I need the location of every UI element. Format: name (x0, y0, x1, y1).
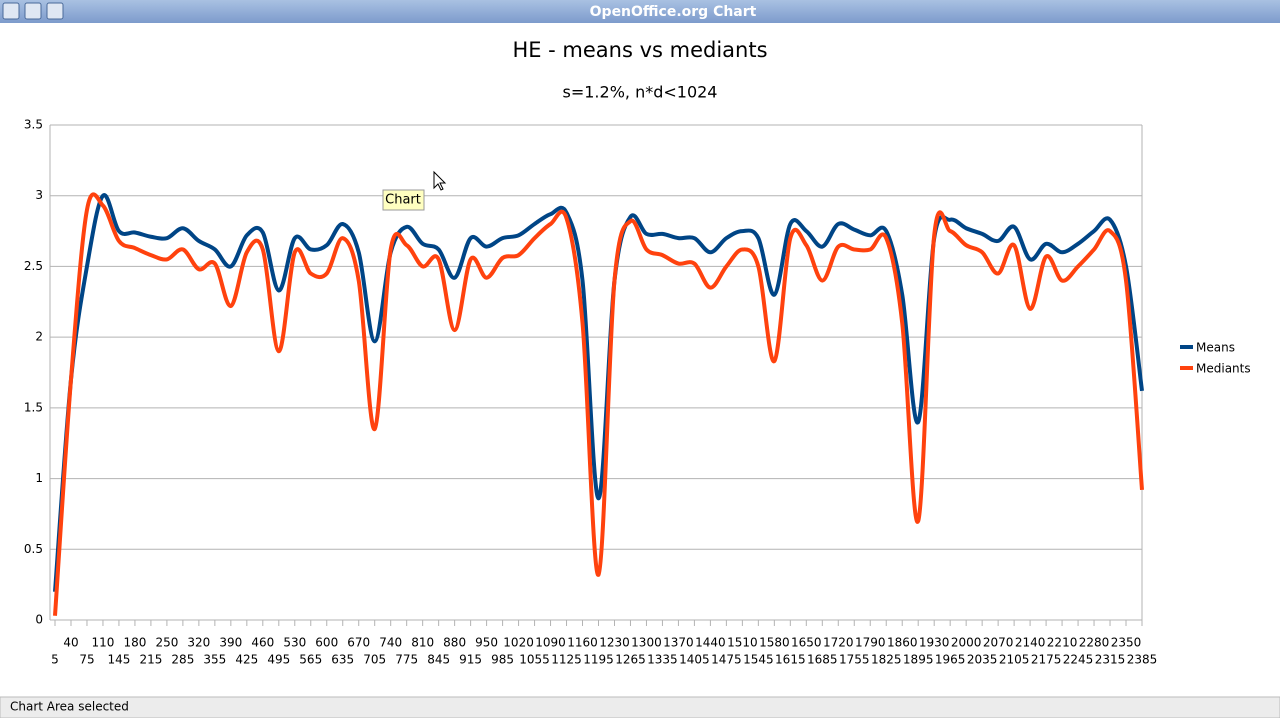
x-tick-label: 1720 (823, 636, 854, 650)
series-line (53, 192, 1144, 616)
x-tick-label: 355 (203, 653, 226, 667)
series-line (53, 193, 1144, 592)
tooltip-box (382, 189, 425, 211)
x-tick-label: 1160 (567, 636, 598, 650)
x-tick-label: 2385 (1127, 653, 1158, 667)
title-bar (0, 0, 1280, 23)
x-tick-label: 810 (411, 636, 434, 650)
y-tick-label: 3.5 (24, 118, 43, 132)
chart-subtitle: s=1.2%, n*d<1024 (563, 83, 718, 102)
y-tick-label: 1.5 (24, 400, 43, 414)
x-tick-label: 460 (251, 636, 274, 650)
chart-title: HE - means vs mediants (512, 38, 767, 62)
x-tick-label: 2315 (1095, 653, 1126, 667)
x-tick-label: 1055 (519, 653, 550, 667)
x-tick-label: 1860 (887, 636, 918, 650)
y-tick-label: 1 (35, 471, 43, 485)
cursor (433, 170, 447, 191)
legend-label: Mediants (1196, 362, 1251, 376)
x-tick-label: 670 (347, 636, 370, 650)
x-tick-label: 600 (315, 636, 338, 650)
x-tick-label: 145 (107, 653, 130, 667)
x-tick-label: 320 (187, 636, 210, 650)
x-tick-label: 2140 (1015, 636, 1046, 650)
x-tick-label: 1615 (775, 653, 806, 667)
x-tick-label: 2210 (1047, 636, 1078, 650)
x-tick-label: 2035 (967, 653, 998, 667)
x-tick-label: 1755 (839, 653, 870, 667)
x-tick-label: 1685 (807, 653, 838, 667)
x-tick-label: 530 (283, 636, 306, 650)
x-tick-label: 985 (491, 653, 514, 667)
x-tick-label: 1440 (695, 636, 726, 650)
x-tick-label: 215 (139, 653, 162, 667)
x-tick-label: 1650 (791, 636, 822, 650)
close-button[interactable] (2, 2, 20, 20)
x-tick-label: 2105 (999, 653, 1030, 667)
x-tick-label: 2245 (1063, 653, 1094, 667)
maximize-button[interactable] (46, 2, 64, 20)
x-tick-label: 1895 (903, 653, 934, 667)
x-tick-label: 5 (51, 653, 59, 667)
x-tick-label: 1580 (759, 636, 790, 650)
status-bar (0, 696, 1280, 718)
x-tick-label: 40 (63, 636, 78, 650)
x-tick-label: 705 (363, 653, 386, 667)
x-tick-label: 915 (459, 653, 482, 667)
status-text: Chart Area selected (10, 700, 129, 714)
x-tick-label: 950 (475, 636, 498, 650)
x-tick-label: 1405 (679, 653, 710, 667)
y-tick-label: 2 (35, 330, 43, 344)
x-tick-label: 1825 (871, 653, 902, 667)
legend-label: Means (1196, 341, 1235, 355)
x-tick-label: 75 (79, 653, 94, 667)
tooltip: Chart (385, 193, 421, 208)
x-tick-label: 1090 (535, 636, 566, 650)
x-tick-label: 110 (92, 636, 115, 650)
x-tick-label: 1930 (919, 636, 950, 650)
x-tick-label: 845 (427, 653, 450, 667)
y-tick-label: 3 (35, 188, 43, 202)
x-tick-label: 180 (123, 636, 146, 650)
x-tick-label: 635 (331, 653, 354, 667)
x-tick-label: 495 (267, 653, 290, 667)
x-tick-label: 1265 (615, 653, 646, 667)
x-tick-label: 1125 (551, 653, 582, 667)
x-tick-label: 1545 (743, 653, 774, 667)
x-tick-label: 1335 (647, 653, 678, 667)
window-buttons[interactable] (2, 2, 64, 20)
x-tick-label: 1965 (935, 653, 966, 667)
x-tick-label: 2000 (951, 636, 982, 650)
x-tick-label: 565 (299, 653, 322, 667)
window-title: OpenOffice.org Chart (590, 4, 757, 20)
x-tick-label: 2280 (1079, 636, 1110, 650)
x-tick-label: 1300 (631, 636, 662, 650)
x-tick-label: 1510 (727, 636, 758, 650)
x-tick-label: 740 (379, 636, 402, 650)
y-tick-label: 0 (35, 613, 43, 627)
x-tick-label: 1370 (663, 636, 694, 650)
x-tick-label: 425 (235, 653, 258, 667)
y-tick-label: 2.5 (24, 259, 43, 273)
x-tick-label: 2350 (1111, 636, 1142, 650)
x-tick-label: 250 (155, 636, 178, 650)
y-tick-label: 0.5 (24, 542, 43, 556)
x-tick-label: 880 (443, 636, 466, 650)
x-tick-label: 285 (171, 653, 194, 667)
x-tick-label: 390 (219, 636, 242, 650)
x-tick-label: 1790 (855, 636, 886, 650)
minimize-button[interactable] (24, 2, 42, 20)
x-tick-label: 1475 (711, 653, 742, 667)
x-tick-label: 2070 (983, 636, 1014, 650)
x-tick-label: 2175 (1031, 653, 1062, 667)
x-tick-label: 1020 (503, 636, 534, 650)
x-tick-label: 1195 (583, 653, 614, 667)
x-tick-label: 1230 (599, 636, 630, 650)
x-tick-label: 775 (395, 653, 418, 667)
